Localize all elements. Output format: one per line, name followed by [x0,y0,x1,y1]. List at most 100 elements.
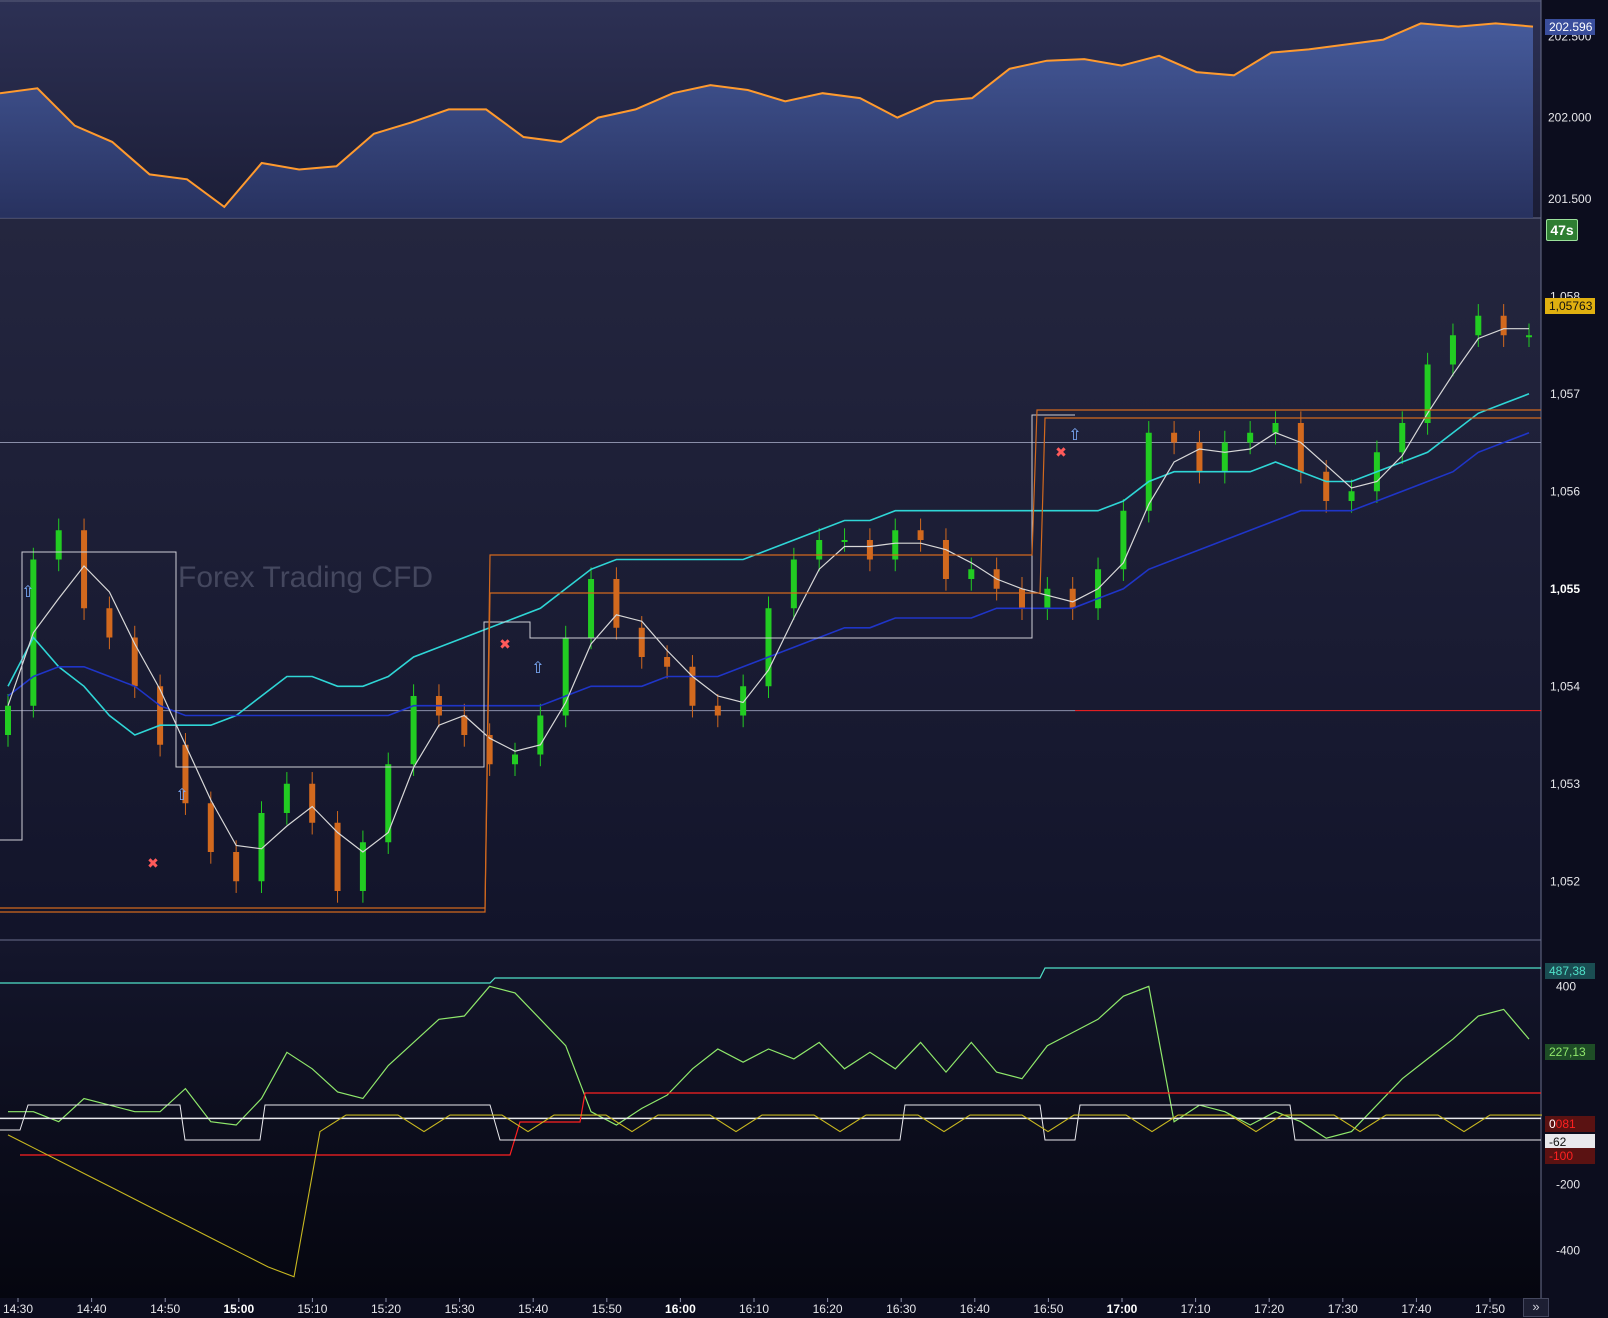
x-axis-tick-label: 15:00 [223,1302,254,1316]
candle [1500,315,1507,336]
oscillator-value-tag: -62 [1549,1135,1567,1149]
x-axis-tick-label: 14:30 [3,1302,33,1316]
candle [917,530,924,540]
scroll-right-button[interactable]: » [1523,1298,1549,1317]
candle [765,608,772,687]
oscillator-value-tag-background [1545,1148,1595,1164]
axes: 202.500202.000201.5001,0581,0571,0561,05… [3,19,1595,1316]
candle [309,783,316,823]
candle [790,559,797,609]
x-axis-tick-label: 15:10 [297,1302,327,1316]
atr-line [0,967,1541,984]
y-axis-tick-label: 202.000 [1548,111,1592,125]
last-price-tag-background [1545,298,1595,314]
candle [157,686,164,745]
candle [892,530,899,560]
price-area [0,23,1533,219]
candle [5,705,11,735]
oscillator-value-tag-background [1545,1044,1595,1060]
buy-signal-arrow: ⇧ [175,787,188,804]
oscillator-value-tag: 487,38 [1549,964,1586,978]
candle [1424,364,1431,423]
candle [461,715,468,735]
candle [1449,335,1456,365]
candle [410,696,417,765]
candle [1221,442,1228,472]
oscillator-value-tag-background [1545,1116,1595,1132]
y-axis-tick-label: 400 [1556,979,1576,993]
watermark: Forex Trading CFD [178,561,433,594]
candle [1044,588,1051,609]
x-axis-tick-label: 15:40 [518,1302,548,1316]
x-axis-tick-label: 14:50 [150,1302,180,1316]
candle [1475,315,1482,336]
buy-signal-arrow: ⇧ [21,584,34,601]
candle [1323,471,1330,501]
price-axis-background [1541,0,1608,1298]
x-axis-tick-label: 17:30 [1328,1302,1358,1316]
candle [841,540,848,542]
oscillator-value-tag: 227,13 [1549,1045,1586,1059]
x-axis-tick-label: 16:00 [665,1302,696,1316]
candle [1120,510,1127,570]
x-axis-tick-label: 17:10 [1181,1302,1211,1316]
buy-signal-arrow: ⇧ [1068,427,1081,444]
y-axis-tick-label: 1,055 [1550,582,1580,596]
candle [55,530,62,560]
candle [1399,423,1406,453]
moving-average-line [7,432,1530,717]
x-axis-tick-label: 17:50 [1475,1302,1505,1316]
candle [512,754,518,765]
candle [283,783,290,813]
candle [968,569,975,579]
candle [81,530,88,609]
candle [131,637,138,687]
x-axis-tick-label: 17:00 [1107,1302,1138,1316]
y-axis-tick-label: 1,057 [1550,387,1580,401]
x-axis-tick-label: 15:50 [592,1302,622,1316]
last-value-tag-background [1545,19,1595,35]
oscillator-value-tag-background [1545,1134,1595,1150]
candle-timer-badge: 47s [1546,219,1578,241]
price-line [0,22,1534,209]
candle [1348,491,1355,501]
exit-signal-icon: ✖ [1055,444,1067,460]
moving-average-line [7,393,1530,736]
x-axis-tick-label: 16:20 [813,1302,843,1316]
range-box-line [0,414,1075,841]
candle [562,637,569,716]
y-axis-tick-label: 1,052 [1550,874,1580,888]
candle [588,579,595,638]
exit-signal-icon: ✖ [147,855,159,871]
x-axis-tick-label: 14:40 [77,1302,107,1316]
x-axis-tick-label: 16:10 [739,1302,769,1316]
candle [942,540,949,579]
candle [537,715,544,755]
candle [486,735,493,765]
y-axis-tick-label: 1,054 [1550,679,1580,693]
candle [385,764,392,843]
candle [740,686,747,716]
oscillator-value-tag: 0 [1549,1117,1556,1131]
candle [1019,588,1025,609]
candle [664,657,671,667]
candle [1069,588,1076,609]
x-axis-tick-label: 17:20 [1254,1302,1284,1316]
candle [334,822,341,891]
state-line [0,1104,1541,1141]
x-axis-tick-label: 16:50 [1033,1302,1063,1316]
time-axis-background [0,1298,1608,1318]
top-panel-plot [0,22,1534,219]
candle [1297,423,1304,472]
oscillator-value-tag: -100 [1549,1149,1573,1163]
candle [258,813,265,882]
candle [866,540,873,560]
candle [714,705,721,716]
y-axis-tick-label: -400 [1556,1243,1580,1257]
candle [689,666,696,706]
buy-signal-arrow: ⇧ [531,660,544,677]
candle [359,842,366,891]
candle [1526,335,1532,338]
last-value-tag: 202.596 [1549,20,1593,34]
